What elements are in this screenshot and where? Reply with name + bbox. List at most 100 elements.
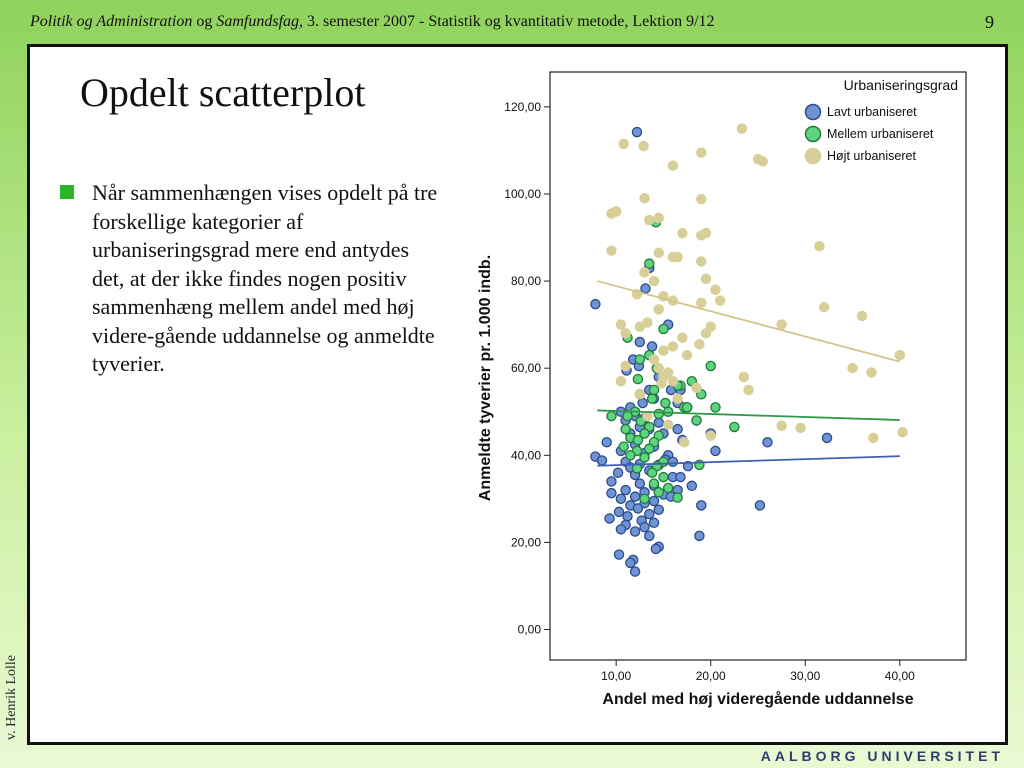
lav-data-point [615,493,627,505]
aalborg-university-logo: AALBORG UNIVERSITET [760,748,1004,764]
slide-title: Opdelt scatterplot [80,70,366,115]
hojt-data-point [672,393,683,404]
lav-data-point [634,336,646,348]
hojt-legend-swatch [804,147,822,165]
hojt-data-point [696,147,707,158]
hojt-data-point [667,341,679,352]
lav-data-point [644,508,655,520]
hojt-data-point [672,251,683,263]
bullet-point: Når sammenhængen vises opdelt på tre for… [60,179,440,379]
hojt-data-point [856,310,868,322]
lav-data-point [696,500,707,511]
mellem-data-point [658,323,669,335]
mellem-data-point [625,450,636,461]
hojt-data-point [648,354,660,365]
mellem-data-point [639,493,650,505]
mellem-data-point [653,408,664,420]
mellem-data-point [618,441,629,452]
mellem-data-point [634,354,646,365]
lav-data-point [675,471,686,483]
mellem-data-point [672,492,683,503]
lav-data-point [596,455,608,466]
mellem-data-point [648,478,660,489]
hojt-data-point [648,275,660,287]
lav-data-point [606,476,617,487]
hojt-data-point [615,319,627,330]
hojt-data-point [694,338,705,350]
bullet-square-icon [60,185,74,199]
hojt-data-point [662,419,674,431]
hojt-data-point [658,345,669,357]
mellem-data-point [622,410,633,422]
lav-data-point [648,495,660,507]
lav-data-point [629,491,641,502]
lav-data-point [622,511,633,522]
mellem-data-point [705,360,716,372]
lav-data-point [613,549,625,560]
lav-data-point [620,484,631,496]
hojt-data-point [814,240,825,252]
bullet-text: Når sammenhængen vises opdelt på tre for… [92,180,438,376]
mellem-data-point [644,258,655,269]
hojt-data-point [696,256,707,267]
hojt-data-point [776,420,787,431]
lav-data-point [629,566,641,577]
hojt-data-point [667,375,679,387]
lav-data-point [601,436,612,448]
hojt-data-point [757,156,768,167]
hojt-data-point [642,317,653,328]
hojt-data-point [710,284,721,296]
mellem-data-point [710,402,721,413]
hojt-data-point [606,245,617,256]
lav-data-point [644,530,655,542]
hojt-data-point [638,140,649,152]
hojt-data-point [639,267,650,278]
mellem-data-point [691,415,702,426]
hojt-data-point [868,432,879,444]
lav-data-point [606,487,617,499]
lav-data-point [686,480,698,492]
lav-legend-swatch [804,103,822,121]
author-label: v. Henrik Lolle [4,654,19,740]
hojt-data-point [653,362,664,374]
lav-data-point [625,557,636,569]
mellem-data-point [639,428,650,439]
hojt-data-point [620,328,631,339]
hojt-data-point [738,371,750,383]
lav-fit-line [597,455,900,467]
y-tick-label: 120,00 [504,100,541,114]
hojt-data-point [644,214,655,226]
y-tick-label: 0,00 [518,623,542,637]
y-tick-label: 80,00 [511,274,541,288]
mellem-data-point [646,393,658,404]
mellem-fit-line [597,409,900,421]
legend-entry: Højt urbaniseret [827,149,916,163]
y-tick-label: 60,00 [511,361,541,375]
lav-data-point [762,436,773,448]
lav-data-point [653,417,664,428]
hojt-data-point [847,362,858,374]
hojt-data-point [634,321,646,333]
hojt-data-point [656,378,667,389]
mellem-data-point [658,471,669,483]
x-tick-label: 30,00 [790,669,820,683]
hojt-data-point [691,382,702,394]
lav-data-point [640,283,651,294]
slide-header: Politik og Administration og Samfundsfag… [0,0,1024,44]
mellem-data-point [729,421,740,433]
hojt-data-point [610,206,622,217]
hojt-data-point [705,430,716,441]
mellem-legend-swatch [804,125,822,143]
hojt-data-point [705,321,716,333]
lav-data-point [710,445,721,457]
legend-entry: Lavt urbaniseret [827,105,917,119]
y-axis-label: Anmeldte tyverier pr. 1.000 indb. [477,255,494,501]
hojt-data-point [897,426,908,438]
x-axis-label: Andel med høj videregående uddannelse [602,690,913,708]
slide-content: Opdelt scatterplot Når sammenhængen vise… [27,44,1008,745]
hojt-data-point [776,319,787,330]
hojt-data-point [696,297,707,309]
lav-data-point [590,298,601,310]
hojt-data-point [653,212,664,224]
hojt-data-point [653,304,664,315]
